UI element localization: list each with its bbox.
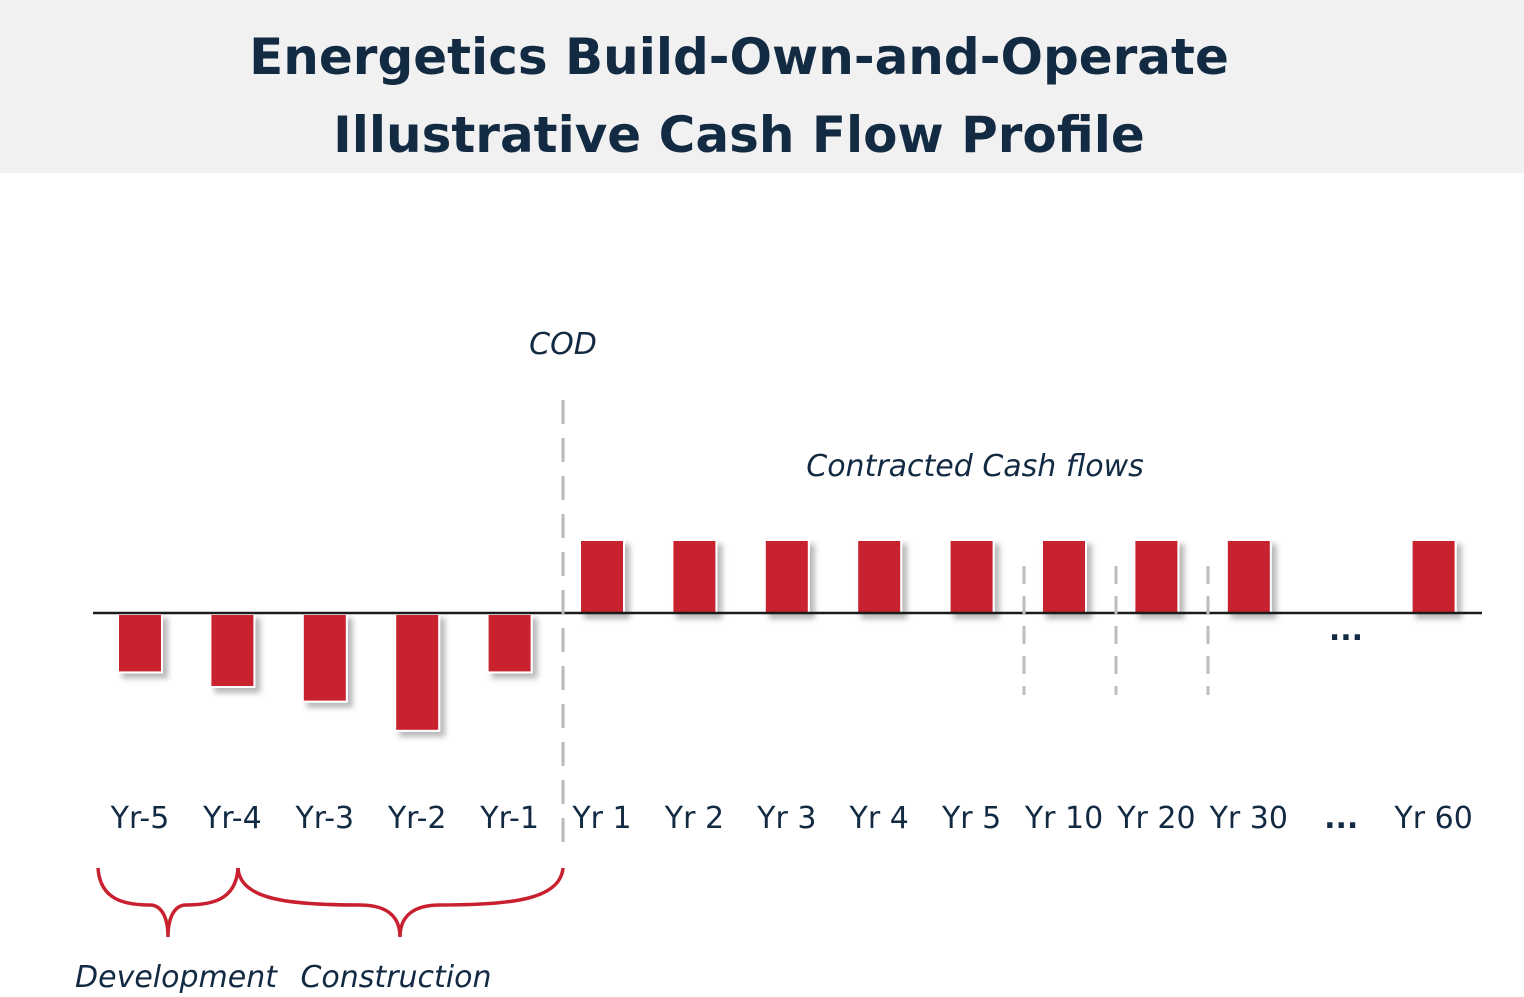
bars-group bbox=[117, 539, 1457, 732]
x-tick-label: Yr 10 bbox=[1024, 801, 1103, 836]
chart-title: Energetics Build-Own-and-Operate Illustr… bbox=[0, 18, 1478, 174]
tick-labels-group: Yr-5 Yr-4 Yr-3 Yr-2 Yr-1 Yr 1 Yr 2 Yr 3 Yr 4 Yr 5… bbox=[110, 801, 1473, 836]
x-tick-label: Yr 30 bbox=[1209, 801, 1288, 836]
x-tick-label: Yr 3 bbox=[756, 801, 816, 836]
construction-brace bbox=[236, 867, 565, 938]
bar bbox=[209, 613, 256, 688]
x-tick-label: Yr-3 bbox=[294, 801, 354, 836]
bar bbox=[948, 539, 995, 614]
x-tick-label: Yr 1 bbox=[571, 801, 631, 836]
bar bbox=[763, 539, 810, 614]
bar bbox=[1041, 539, 1087, 614]
x-tick-label: Yr-4 bbox=[202, 801, 262, 836]
bar bbox=[486, 613, 533, 674]
development-brace bbox=[96, 867, 240, 938]
bar bbox=[671, 539, 718, 614]
development-label: Development bbox=[75, 960, 278, 995]
bar bbox=[1133, 539, 1180, 614]
x-tick-label: ... bbox=[1324, 801, 1358, 836]
contracted-cash-flows-label: Contracted Cash flows bbox=[806, 449, 1144, 484]
x-tick-label: Yr-2 bbox=[387, 801, 447, 836]
axis-ellipsis-marker: ... bbox=[1329, 613, 1363, 648]
x-tick-label: Yr 2 bbox=[664, 801, 724, 836]
construction-label: Construction bbox=[300, 960, 491, 995]
bar bbox=[856, 539, 903, 614]
x-tick-label: Yr 20 bbox=[1116, 801, 1195, 836]
x-tick-label: Yr 5 bbox=[941, 801, 1001, 836]
bar bbox=[1225, 539, 1272, 614]
x-tick-label: Yr 60 bbox=[1393, 801, 1472, 836]
x-tick-label: Yr 4 bbox=[849, 801, 909, 836]
bar bbox=[394, 613, 441, 732]
title-banner: Energetics Build-Own-and-Operate Illustr… bbox=[0, 0, 1524, 173]
bar bbox=[1410, 539, 1457, 614]
x-tick-label: Yr-5 bbox=[110, 801, 170, 836]
bar bbox=[579, 539, 625, 614]
cod-label: COD bbox=[529, 327, 597, 362]
bar bbox=[301, 613, 348, 703]
chart-title-line-1: Energetics Build-Own-and-Operate bbox=[249, 28, 1229, 86]
x-tick-label: Yr-1 bbox=[479, 801, 539, 836]
chart-title-line-2: Illustrative Cash Flow Profile bbox=[333, 106, 1145, 164]
bar bbox=[117, 613, 163, 674]
